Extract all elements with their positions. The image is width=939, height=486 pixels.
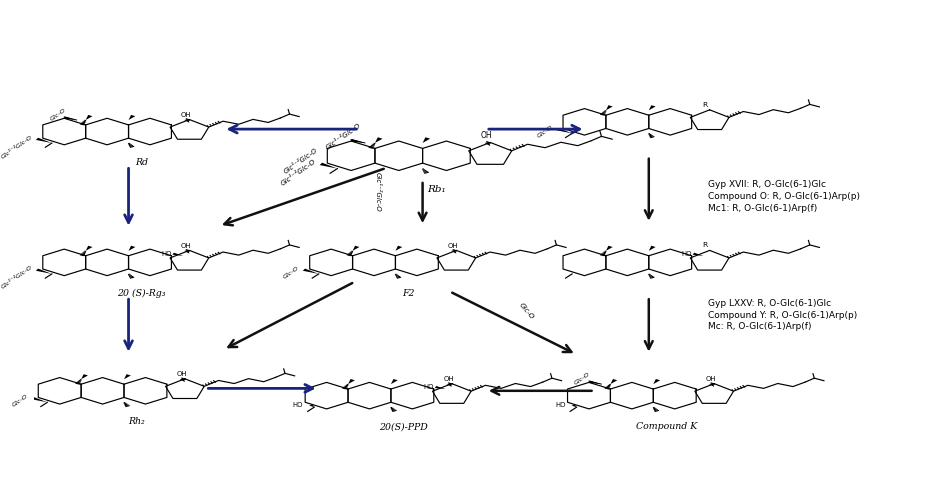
Text: Glc¹⁻²Glc-O: Glc¹⁻²Glc-O — [0, 265, 34, 290]
Text: Gyp LXXV: R, O-Glc(6-1)Glc
Compound Y: R, O-Glc(6-1)Arp(p)
Mc: R, O-Glc(6-1)Arp(: Gyp LXXV: R, O-Glc(6-1)Glc Compound Y: R… — [708, 299, 857, 331]
Polygon shape — [129, 246, 135, 251]
Text: HO: HO — [293, 402, 303, 408]
Text: HO: HO — [555, 402, 565, 408]
Text: OH: OH — [443, 376, 454, 382]
Text: Glc-O: Glc-O — [11, 393, 29, 408]
Polygon shape — [588, 381, 601, 384]
Polygon shape — [654, 379, 660, 384]
Polygon shape — [179, 378, 185, 382]
Polygon shape — [606, 105, 613, 110]
Text: R: R — [702, 243, 708, 248]
Text: Gyp XVII: R, O-Glc(6-1)Glc
Compound O: R, O-Glc(6-1)Arp(p)
Mc1: R, O-Glc(6-1)Arp: Gyp XVII: R, O-Glc(6-1)Glc Compound O: R… — [708, 180, 859, 212]
Polygon shape — [309, 404, 315, 407]
Polygon shape — [124, 374, 131, 379]
Polygon shape — [395, 246, 402, 251]
Text: HO: HO — [682, 251, 692, 257]
Text: 20(S)-PPD: 20(S)-PPD — [379, 422, 428, 431]
Text: HO: HO — [162, 251, 172, 257]
Polygon shape — [606, 246, 613, 251]
Polygon shape — [129, 115, 135, 120]
Text: OH: OH — [448, 243, 458, 248]
Polygon shape — [447, 383, 452, 387]
Polygon shape — [302, 269, 318, 274]
Polygon shape — [709, 383, 715, 387]
Polygon shape — [572, 404, 577, 407]
Polygon shape — [556, 128, 572, 133]
Text: Rb₁: Rb₁ — [427, 185, 446, 194]
Polygon shape — [452, 250, 456, 254]
Text: Glc-O: Glc-O — [518, 301, 535, 320]
Polygon shape — [348, 379, 355, 384]
Text: Glc-O: Glc-O — [536, 124, 554, 139]
Text: Glc-O: Glc-O — [49, 107, 67, 122]
Polygon shape — [693, 253, 703, 256]
Polygon shape — [36, 269, 52, 274]
Polygon shape — [184, 250, 190, 254]
Polygon shape — [375, 137, 382, 143]
Polygon shape — [319, 163, 337, 169]
Text: Compound K: Compound K — [636, 422, 697, 431]
Text: Glc¹⁻²Glc-O: Glc¹⁻²Glc-O — [0, 134, 34, 159]
Text: Glc¹⁻²Glc-O: Glc¹⁻²Glc-O — [325, 122, 362, 151]
Polygon shape — [352, 246, 360, 251]
Text: Rd: Rd — [135, 158, 148, 167]
Polygon shape — [173, 253, 183, 256]
Polygon shape — [31, 397, 47, 402]
Text: 20 (S)-Rg₃: 20 (S)-Rg₃ — [117, 289, 165, 298]
Text: OH: OH — [177, 371, 187, 377]
Polygon shape — [435, 386, 446, 389]
Polygon shape — [391, 379, 398, 384]
Text: Glc¹⁻²Glc-O: Glc¹⁻²Glc-O — [375, 172, 380, 212]
Text: OH: OH — [481, 131, 493, 140]
Polygon shape — [64, 117, 77, 120]
Polygon shape — [350, 139, 365, 143]
Text: Glc¹⁻²Glc-O: Glc¹⁻²Glc-O — [283, 147, 318, 174]
Polygon shape — [610, 379, 617, 384]
Text: Glc-O: Glc-O — [283, 265, 300, 279]
Polygon shape — [36, 138, 52, 143]
Text: OH: OH — [706, 376, 716, 382]
Text: R: R — [702, 102, 708, 108]
Text: OH: OH — [181, 243, 192, 248]
Text: OH: OH — [181, 112, 192, 118]
Polygon shape — [184, 119, 190, 123]
Polygon shape — [423, 137, 430, 143]
Polygon shape — [81, 374, 88, 379]
Polygon shape — [485, 142, 490, 146]
Text: HO: HO — [423, 384, 434, 390]
Polygon shape — [85, 246, 92, 251]
Polygon shape — [85, 115, 92, 120]
Text: Rh₂: Rh₂ — [129, 417, 146, 426]
Text: Glc-O: Glc-O — [574, 371, 592, 385]
Polygon shape — [649, 105, 655, 110]
Text: F2: F2 — [402, 289, 414, 298]
Polygon shape — [649, 246, 655, 251]
Text: Glc¹⁻²Glc-O: Glc¹⁻²Glc-O — [280, 158, 317, 187]
